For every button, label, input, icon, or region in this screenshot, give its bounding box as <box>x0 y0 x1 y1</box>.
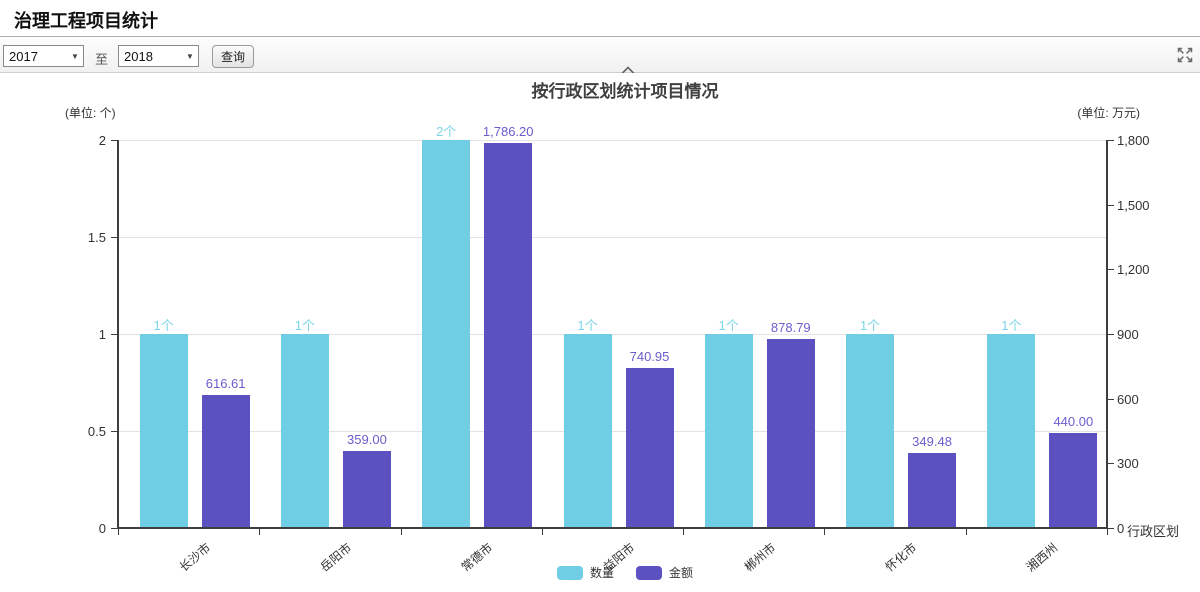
x-axis-tick <box>400 529 402 535</box>
right-axis-unit-label: (单位: 万元) <box>1077 106 1140 120</box>
page-header: 治理工程项目统计 <box>0 0 1200 37</box>
amount-bar[interactable] <box>908 452 957 528</box>
legend-label: 数量 <box>589 566 614 580</box>
right-axis-tick-label: 900 <box>1117 327 1139 342</box>
left-axis-tick-label: 1 <box>98 327 106 342</box>
amount-bar[interactable] <box>484 142 533 528</box>
chevron-down-icon: ▼ <box>71 51 79 61</box>
quantity-bar[interactable] <box>139 334 188 528</box>
right-axis-tick <box>1108 204 1114 206</box>
amount-value-label: 878.79 <box>770 319 811 335</box>
x-axis-tick <box>824 529 826 535</box>
quantity-bar[interactable] <box>704 334 753 528</box>
y-axis-left <box>117 140 119 528</box>
amount-value-label: 349.48 <box>912 433 952 449</box>
left-axis-tick-label: 1.5 <box>87 230 106 245</box>
left-axis-tick-label: 0.5 <box>87 424 106 439</box>
amount-value-label: 740.95 <box>629 349 670 365</box>
quantity-value-label: 1个 <box>153 318 174 333</box>
quantity-value-label: 1个 <box>294 318 316 333</box>
chevron-down-icon: ▼ <box>186 51 194 61</box>
quantity-value-label: 1个 <box>718 318 739 333</box>
right-axis-tick <box>1108 463 1114 465</box>
year-from-value: 2017 <box>9 48 38 64</box>
page-title: 治理工程项目统计 <box>14 11 158 31</box>
bar-chart: 按行政区划统计项目情况 (单位: 个) (单位: 万元) 行政区划 数量 金额 1… <box>0 73 1200 592</box>
right-axis-tick-label: 1,500 <box>1117 197 1150 213</box>
gridline <box>118 140 1107 141</box>
right-axis-tick <box>1108 334 1114 335</box>
right-axis-tick <box>1108 140 1114 141</box>
amount-value-label: 359.00 <box>347 431 387 447</box>
left-axis-tick <box>111 528 117 529</box>
left-axis-tick-label: 2 <box>98 133 106 148</box>
amount-bar[interactable] <box>201 395 250 528</box>
x-axis-tick <box>1107 529 1108 535</box>
right-axis-tick-label: 1,200 <box>1117 262 1150 278</box>
quantity-value-label: 1个 <box>859 318 881 333</box>
right-axis-tick <box>1108 269 1114 271</box>
left-axis-tick <box>111 140 117 141</box>
fullscreen-icon[interactable] <box>1176 46 1194 64</box>
x-axis-tick <box>541 529 543 535</box>
amount-bar[interactable] <box>1049 433 1098 528</box>
amount-bar[interactable] <box>625 368 674 528</box>
amount-bar[interactable] <box>766 338 815 528</box>
x-axis <box>117 527 1108 529</box>
quantity-bar[interactable] <box>280 334 329 528</box>
gridline <box>118 334 1107 335</box>
amount-value-label: 616.61 <box>205 376 246 392</box>
year-to-select[interactable]: 2018 ▼ <box>118 45 199 67</box>
collapse-panel-icon[interactable] <box>620 62 636 75</box>
right-axis-tick-label: 600 <box>1117 391 1139 407</box>
amount-value-label: 1,786.20 <box>482 123 534 139</box>
left-axis-tick <box>111 431 117 432</box>
query-button[interactable]: 查询 <box>212 45 255 68</box>
left-axis-unit-label: (单位: 个) <box>65 106 116 120</box>
y-axis-right <box>1106 140 1108 528</box>
chart-title: 按行政区划统计项目情况 <box>531 82 719 101</box>
x-axis-tick <box>965 529 967 535</box>
legend-swatch <box>556 565 583 580</box>
to-label: 至 <box>95 52 109 67</box>
right-axis-tick-label: 300 <box>1117 456 1139 472</box>
gridline <box>118 237 1107 238</box>
left-axis-tick <box>111 237 117 238</box>
year-to-value: 2018 <box>124 48 153 64</box>
legend-item-数量[interactable]: 数量 <box>556 564 614 581</box>
x-axis-tick <box>259 529 261 535</box>
year-from-select[interactable]: 2017 ▼ <box>3 45 84 67</box>
amount-value-label: 440.00 <box>1053 414 1094 430</box>
quantity-bar[interactable] <box>563 334 612 528</box>
right-axis-tick <box>1108 398 1114 400</box>
left-axis-tick-label: 0 <box>98 521 106 536</box>
gridline <box>118 431 1107 432</box>
quantity-value-label: 1个 <box>577 318 598 333</box>
quantity-bar[interactable] <box>422 140 471 528</box>
chart-legend: 数量 金额 <box>50 564 1200 581</box>
legend-swatch <box>636 565 662 580</box>
amount-bar[interactable] <box>342 450 391 528</box>
x-axis-tick <box>118 529 119 535</box>
x-axis-tick <box>683 529 685 535</box>
right-axis-tick <box>1108 528 1114 529</box>
x-axis-name: 行政区划 <box>1127 524 1180 539</box>
legend-item-金额[interactable]: 金额 <box>636 564 693 581</box>
quantity-value-label: 1个 <box>1001 318 1022 333</box>
quantity-value-label: 2个 <box>436 124 457 139</box>
legend-label: 金额 <box>669 566 694 580</box>
right-axis-tick-label: 1,800 <box>1117 133 1150 148</box>
right-axis-tick-label: 0 <box>1117 521 1125 536</box>
toolbar: 2017 ▼ 至 2018 ▼ 查询 <box>0 38 1200 75</box>
left-axis-tick <box>111 334 117 335</box>
quantity-bar[interactable] <box>987 334 1036 528</box>
quantity-bar[interactable] <box>846 334 895 528</box>
